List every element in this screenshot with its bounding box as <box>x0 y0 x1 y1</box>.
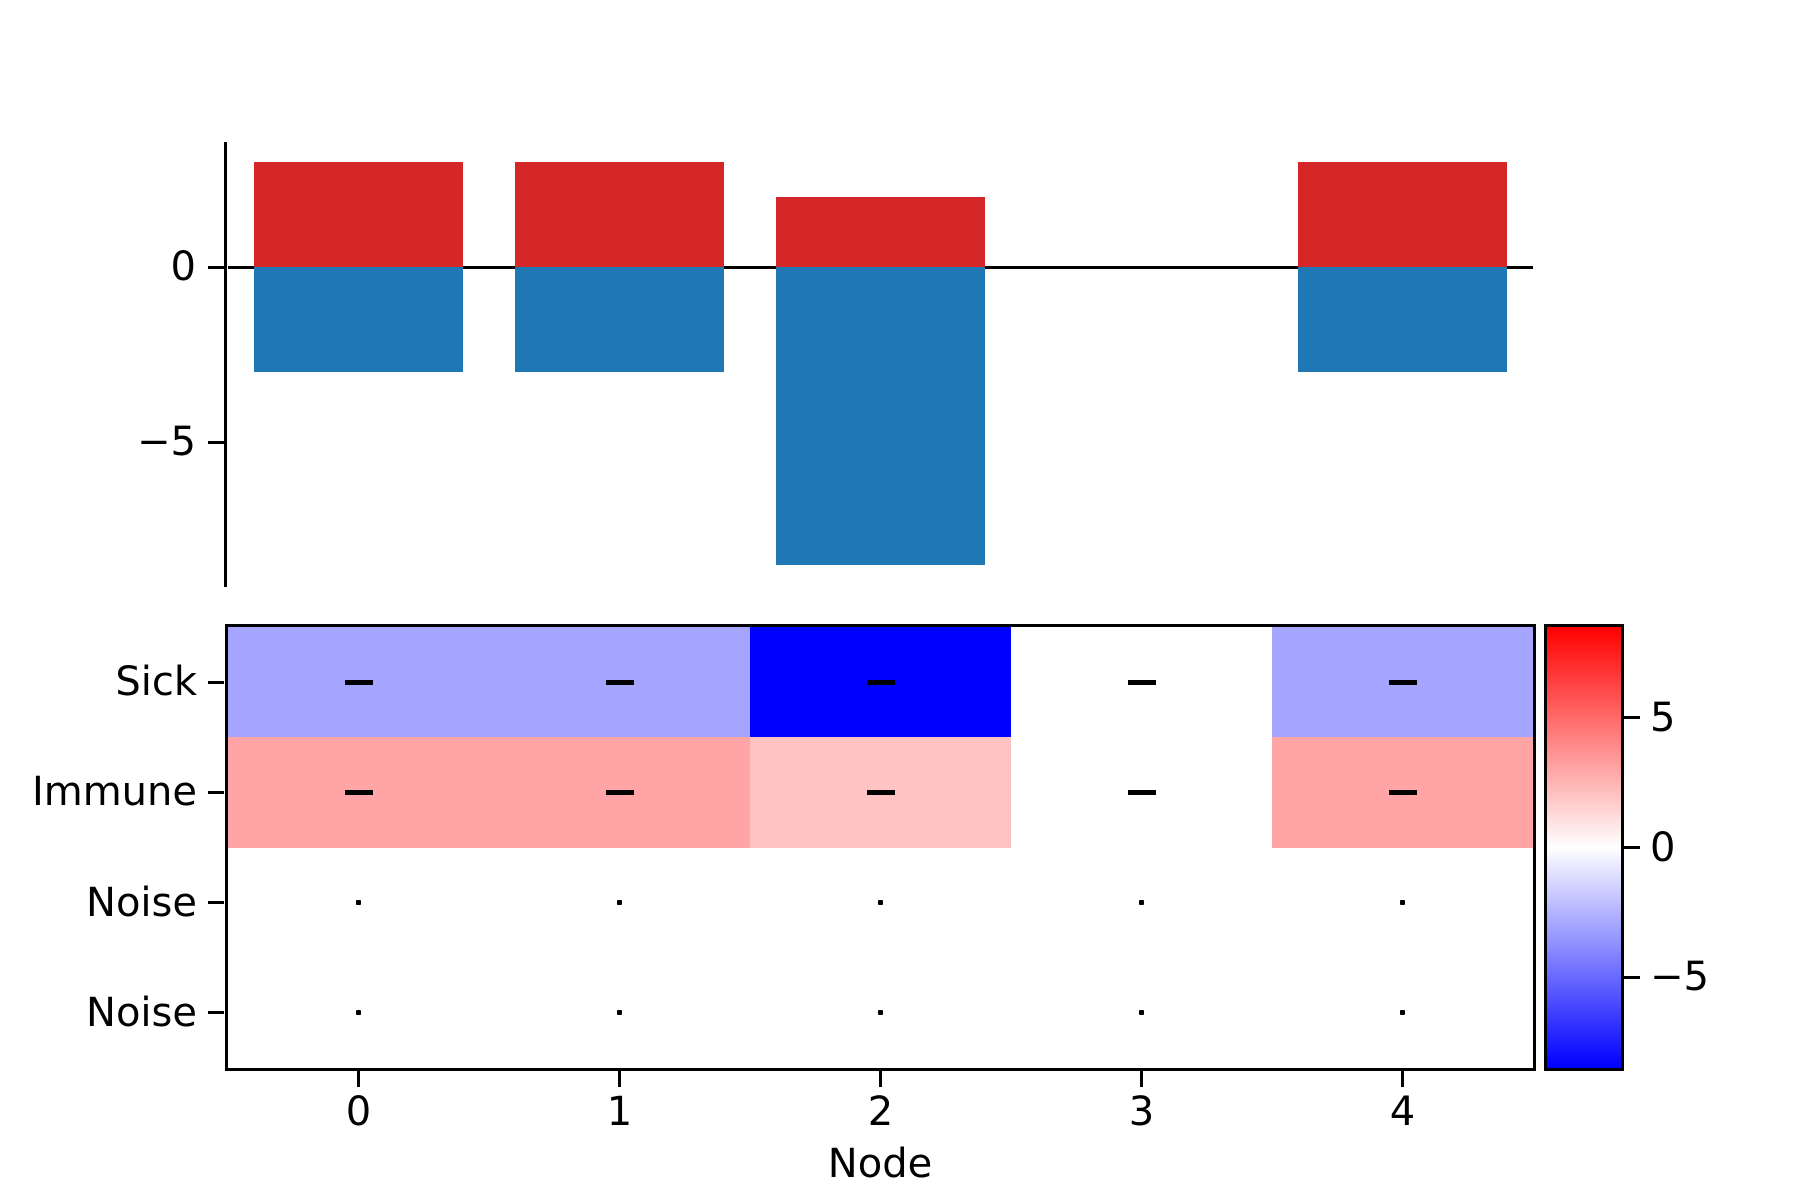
heatmap-col-tick-mark <box>357 1071 360 1087</box>
dot-marker <box>1139 1010 1144 1016</box>
bar-chart-y-tick-mark <box>208 440 224 444</box>
heatmap-row-label-noise-3: Noise <box>86 989 197 1036</box>
bar-negative-node-2 <box>776 267 985 565</box>
dot-marker <box>1139 900 1144 906</box>
bar-positive-node-4 <box>1298 162 1507 268</box>
dot-marker <box>356 900 361 906</box>
heatmap-col-tick-label-4: 4 <box>1389 1089 1416 1135</box>
dot-marker <box>617 900 622 906</box>
heatmap-col-tick-mark <box>1140 1071 1143 1087</box>
dot-marker <box>1400 900 1405 906</box>
colorbar-gradient <box>1547 627 1621 1068</box>
minus-marker <box>1388 789 1417 795</box>
bar-chart-y-tick-label: −5 <box>137 419 196 466</box>
colorbar-tick-mark <box>1624 975 1640 979</box>
heatmap-row-tick-mark <box>208 1011 224 1015</box>
dot-marker <box>1400 1010 1405 1016</box>
heatmap-col-tick-label-2: 2 <box>867 1089 894 1135</box>
colorbar-tick-label: 5 <box>1650 694 1676 741</box>
dot-marker <box>878 1010 883 1016</box>
minus-marker <box>866 679 895 685</box>
minus-marker <box>1127 789 1156 795</box>
minus-marker <box>605 789 634 795</box>
bar-positive-node-2 <box>776 197 985 268</box>
heatmap-row-label-sick-0: Sick <box>115 659 197 706</box>
bar-negative-node-1 <box>515 267 724 373</box>
heatmap-row-tick-mark <box>208 680 224 684</box>
minus-marker <box>605 679 634 685</box>
bar-positive-node-0 <box>254 162 463 268</box>
dot-marker <box>356 1010 361 1016</box>
heatmap-col-tick-mark <box>879 1071 882 1087</box>
minus-marker <box>344 679 373 685</box>
colorbar-tick-mark <box>1624 846 1640 849</box>
bar-negative-node-0 <box>254 267 463 373</box>
heatmap-col-tick-mark <box>1401 1071 1404 1087</box>
minus-marker <box>866 789 895 795</box>
heatmap-col-tick-mark <box>618 1071 621 1087</box>
heatmap-border <box>225 624 1536 1071</box>
minus-marker <box>344 789 373 795</box>
heatmap-row-label-immune-1: Immune <box>31 769 197 816</box>
minus-marker <box>1127 679 1156 685</box>
bar-chart-y-tick-mark <box>208 265 224 269</box>
heatmap-row-tick-mark <box>208 901 224 905</box>
x-axis-label: Node <box>827 1141 933 1187</box>
heatmap-row-tick-mark <box>208 790 224 794</box>
heatmap-col-tick-label-0: 0 <box>345 1089 372 1135</box>
heatmap-col-tick-label-1: 1 <box>606 1089 633 1135</box>
bar-chart-y-axis-spine <box>224 142 227 587</box>
bar-positive-node-1 <box>515 162 724 268</box>
colorbar-tick-label: −5 <box>1650 954 1709 1001</box>
colorbar-tick-label: 0 <box>1650 824 1676 871</box>
bar-negative-node-4 <box>1298 267 1507 373</box>
bar-chart-y-tick-label: 0 <box>170 244 196 291</box>
dot-marker <box>617 1010 622 1016</box>
heatmap-col-tick-label-3: 3 <box>1128 1089 1155 1135</box>
heatmap-row-label-noise-2: Noise <box>86 879 197 926</box>
dot-marker <box>878 900 883 906</box>
colorbar-border <box>1544 624 1624 1071</box>
colorbar-tick-mark <box>1624 716 1640 720</box>
minus-marker <box>1388 679 1417 685</box>
